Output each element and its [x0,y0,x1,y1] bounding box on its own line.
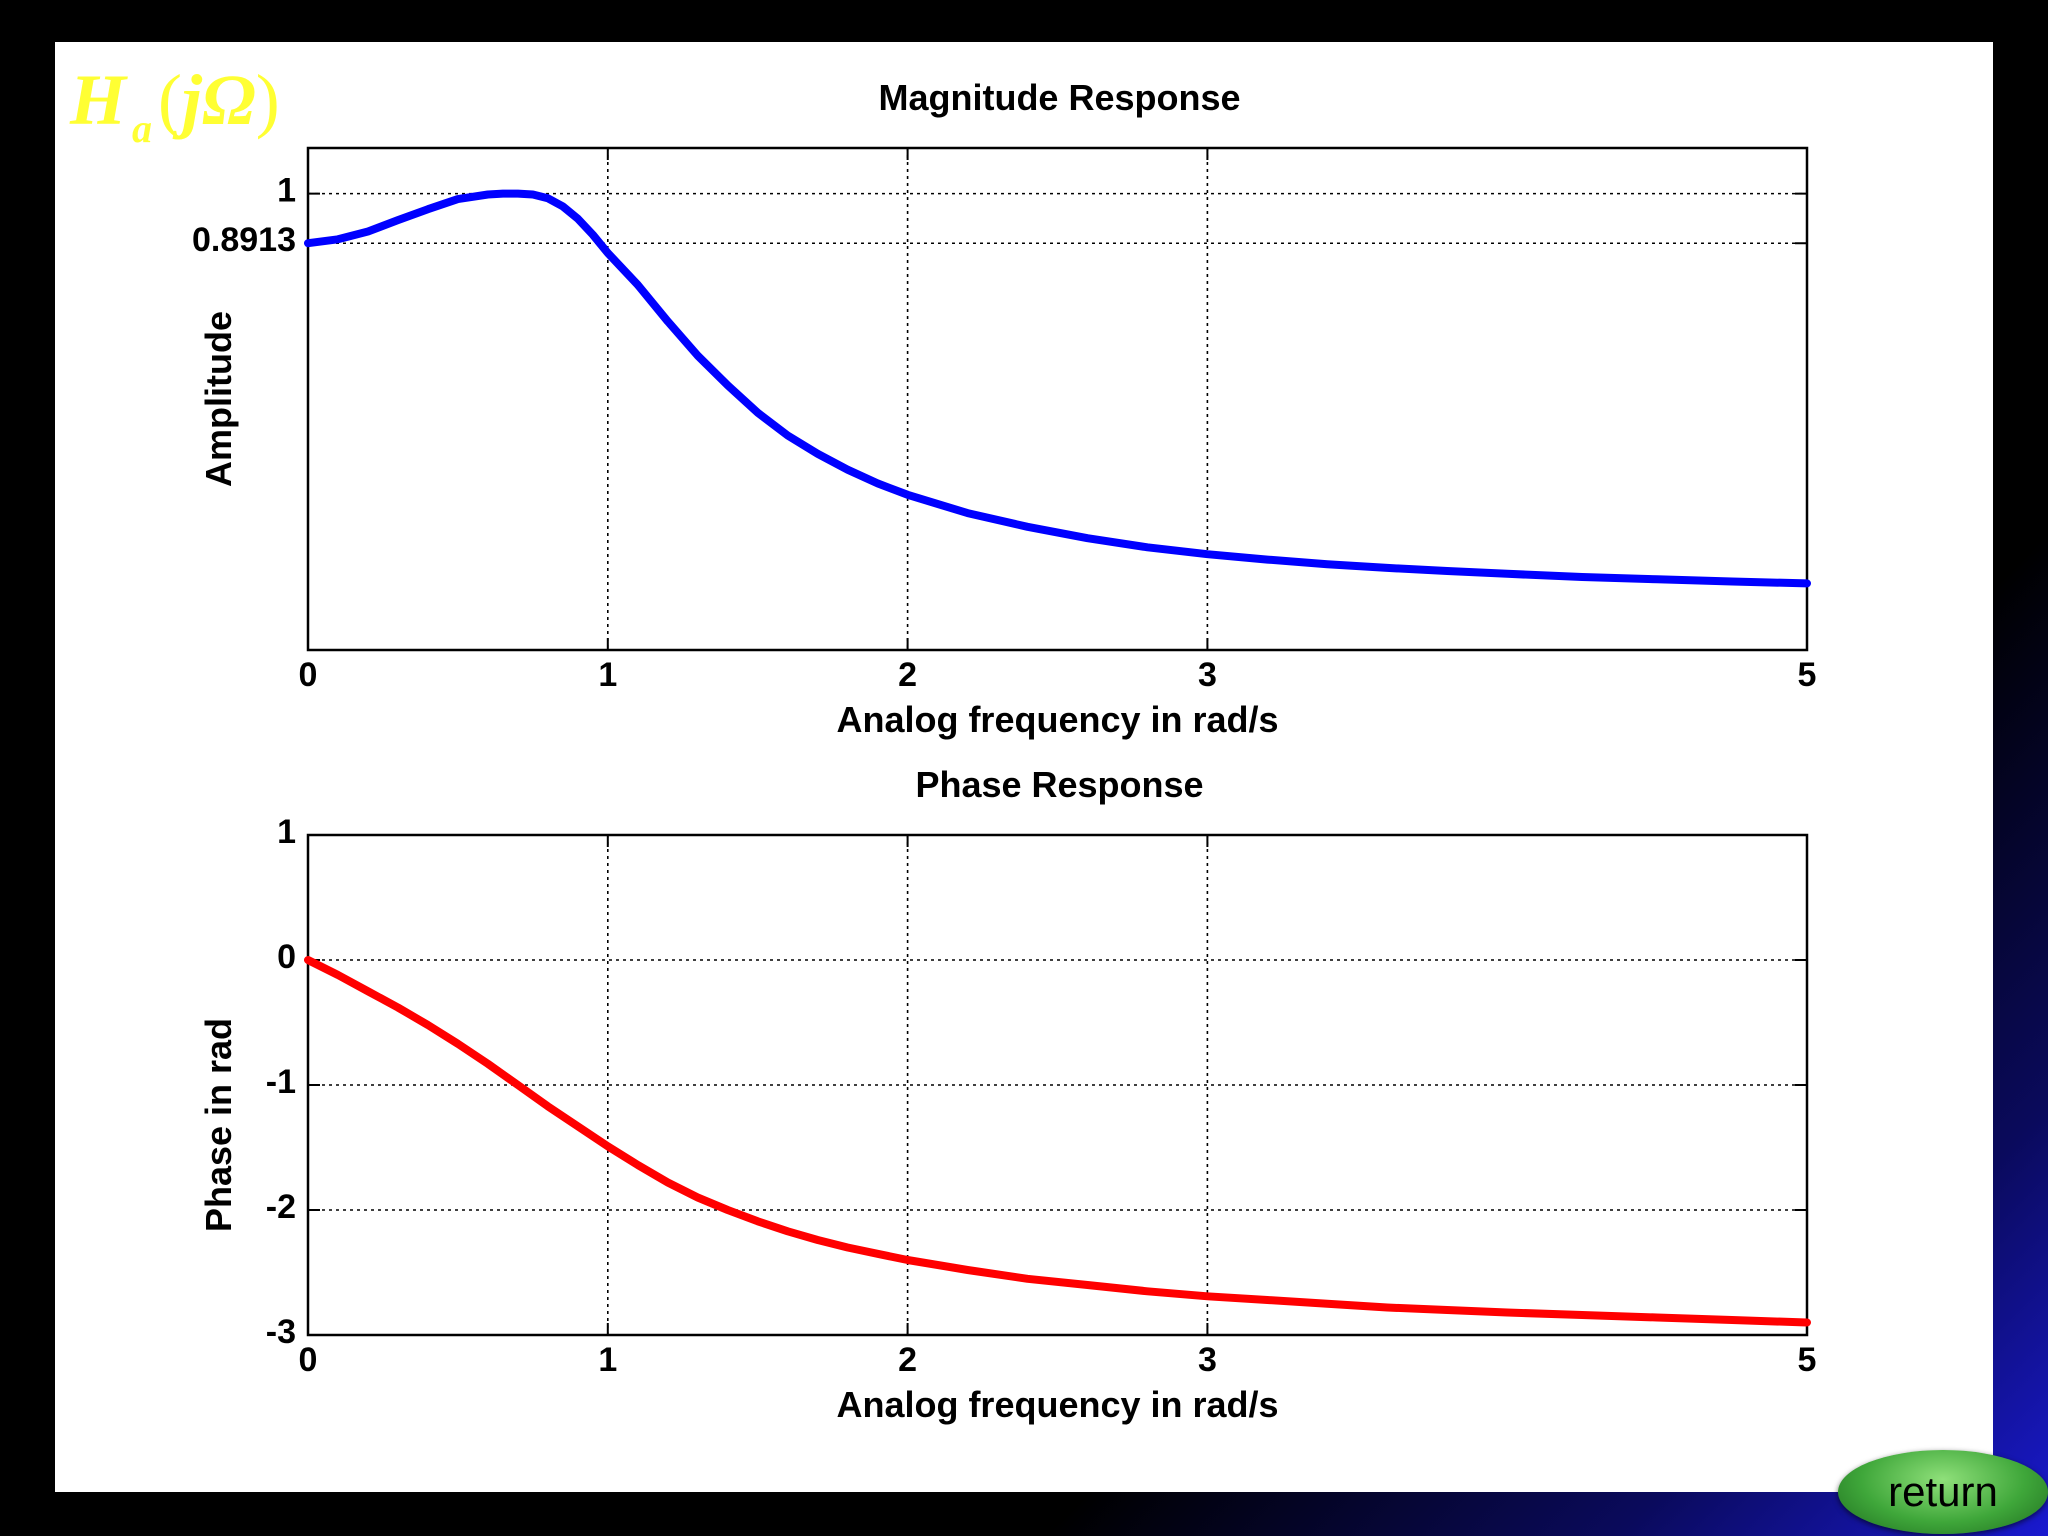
formula-main: H [70,60,127,140]
x-tick-label: 0 [299,1341,318,1379]
figure-panel [55,42,1993,1492]
series-line [304,956,1811,1327]
y-tick-label: -1 [266,1063,296,1101]
y-tick-label: -2 [266,1188,296,1226]
plot-frame [306,146,1809,652]
chart-1: 0 1 2 3 5 0.8913 1 Magnitude Response Analog fre… [192,77,1816,740]
y-tick-label: 1 [277,172,296,210]
return-button[interactable]: return [1838,1450,2048,1534]
x-tick-label: 3 [1198,656,1217,694]
x-axis-label: Analog frequency in rad/s [836,699,1278,740]
formula-argument: jΩ [182,60,256,140]
chart-title: Magnitude Response [878,77,1240,118]
x-tick-label: 3 [1198,1341,1217,1379]
formula-subscript: a [132,106,153,151]
series-line [304,189,1811,588]
x-tick-label: 2 [898,1341,917,1379]
chart-title: Phase Response [915,764,1203,805]
y-tick-label: 0.8913 [192,221,296,259]
x-tick-label: 1 [598,1341,617,1379]
y-tick-label: 0 [277,938,296,976]
y-tick-label: -3 [266,1313,296,1351]
x-tick-label: 5 [1798,656,1817,694]
formula-open-paren: ( [158,60,182,140]
x-tick-label: 1 [598,656,617,694]
x-tick-label: 2 [898,656,917,694]
x-tick-label: 5 [1798,1341,1817,1379]
y-tick-label: 1 [277,813,296,851]
formula-close-paren: ) [255,60,280,140]
y-axis-label: Phase in rad [198,1018,239,1232]
chart-2: 0 1 2 3 5 -3 -2 -1 0 1 Phase Response Analog freque… [198,764,1816,1425]
x-axis-label: Analog frequency in rad/s [836,1384,1278,1425]
y-axis-label: Amplitude [198,311,239,487]
x-tick-label: 0 [299,656,318,694]
